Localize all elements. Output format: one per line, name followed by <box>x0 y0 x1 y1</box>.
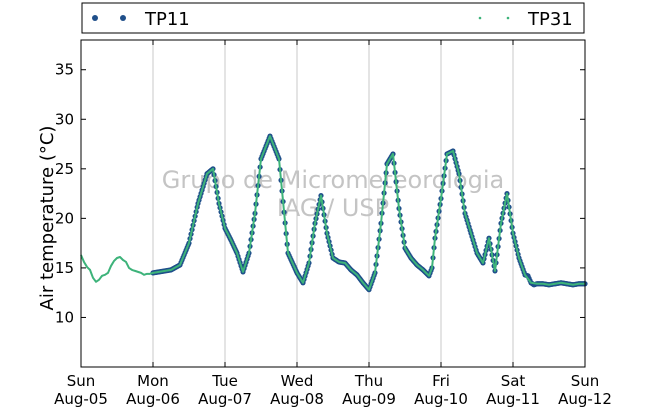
x-tick-label-day: Sun <box>67 372 96 390</box>
legend-marker-tp31-b <box>506 16 510 20</box>
data-series <box>80 133 588 293</box>
y-tick-label: 15 <box>55 259 74 277</box>
y-axis: 10 15 20 25 30 35 <box>55 61 585 326</box>
x-tick-label-day: Sun <box>571 372 600 390</box>
x-tick-label-day: Wed <box>281 372 314 390</box>
x-tick-label-date: Aug-08 <box>270 390 324 408</box>
x-tick-label-day: Fri <box>432 372 450 390</box>
x-tick-label-date: Aug-10 <box>414 390 468 408</box>
watermark-line-1: Grupo de Micrometeorologia <box>162 166 504 194</box>
watermark: Grupo de Micrometeorologia IAG / USP <box>162 166 504 222</box>
legend-label-tp11: TP11 <box>144 9 190 30</box>
x-axis: SunAug-05MonAug-06TueAug-07WedAug-08ThuA… <box>54 40 612 408</box>
y-tick-label: 25 <box>55 160 74 178</box>
legend-label-tp31: TP31 <box>527 9 573 30</box>
x-tick-label-date: Aug-11 <box>486 390 540 408</box>
x-tick-label-date: Aug-12 <box>558 390 612 408</box>
tp31-line <box>80 135 585 291</box>
x-tick-label-date: Aug-05 <box>54 390 108 408</box>
x-tick-label-day: Thu <box>354 372 383 390</box>
x-tick-label-date: Aug-06 <box>126 390 180 408</box>
y-tick-label: 35 <box>55 61 74 79</box>
watermark-line-2: IAG / USP <box>277 194 389 222</box>
x-tick-label-day: Mon <box>137 372 169 390</box>
x-tick-label-date: Aug-09 <box>342 390 396 408</box>
legend-marker-tp11-b <box>120 15 126 21</box>
plot-frame <box>80 39 586 368</box>
x-tick-label-date: Aug-07 <box>198 390 252 408</box>
legend-marker-tp11-a <box>92 15 98 21</box>
legend-box <box>81 2 585 34</box>
x-tick-label-day: Sat <box>501 372 526 390</box>
y-axis-title: Air temperature (°C) <box>37 126 58 311</box>
legend: TP11 TP31 <box>81 2 585 34</box>
legend-marker-tp31-a <box>478 16 482 20</box>
x-tick-label-day: Tue <box>211 372 238 390</box>
y-tick-label: 30 <box>55 110 74 128</box>
y-tick-label: 10 <box>55 308 74 326</box>
y-tick-label: 20 <box>55 209 74 227</box>
